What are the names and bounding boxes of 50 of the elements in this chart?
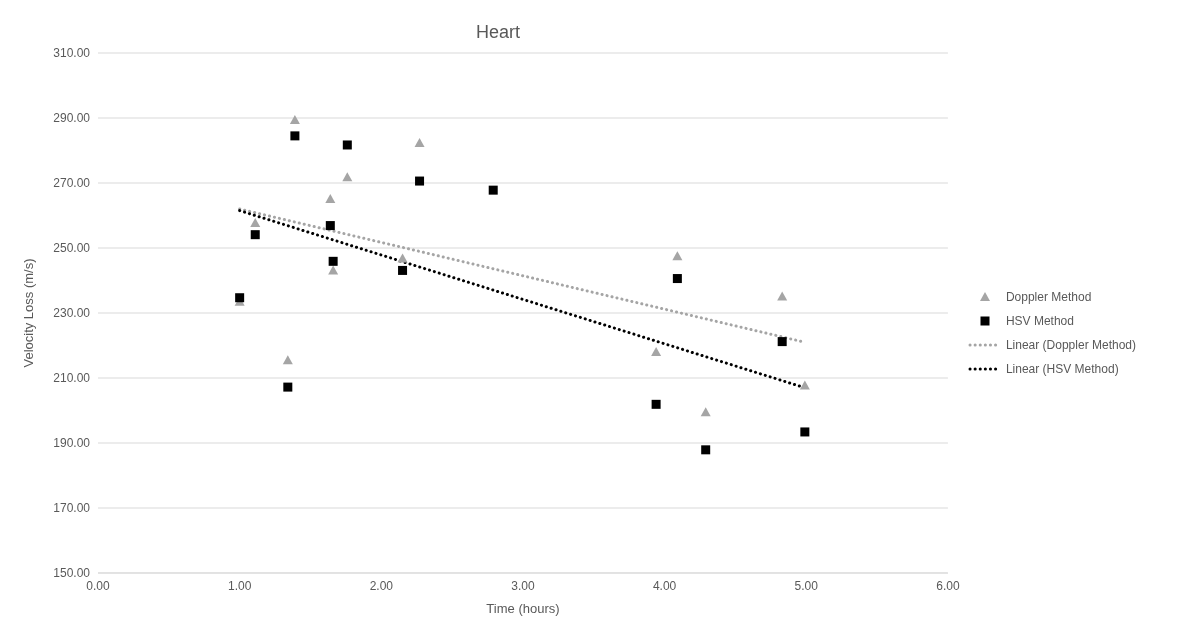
point [289,114,300,124]
point [283,382,293,392]
x-tick-label: 4.00 [652,578,677,593]
point [414,138,425,148]
point [777,291,788,301]
x-axis-title: Time (hours) [486,601,560,616]
point [488,185,498,195]
point [397,253,408,263]
point [799,380,810,390]
x-tick-label: 3.00 [511,578,535,593]
point [342,140,352,150]
x-tick-label: 2.00 [369,578,394,593]
x-tick-label: 1.00 [227,578,252,593]
legend-label: Doppler Method [1005,290,1092,304]
point [800,427,810,437]
point [290,131,300,141]
y-tick-label: 270.00 [53,176,91,191]
point [328,256,338,266]
x-tick-label: 0.00 [86,578,110,593]
y-tick-label: 210.00 [53,371,91,386]
y-tick-label: 290.00 [53,111,91,126]
point [700,407,711,417]
point [325,221,335,231]
legend-label: Linear (Doppler Method) [1005,338,1136,352]
chart-title: Heart [475,21,521,43]
legend-label: Linear (HSV Method) [1005,362,1119,376]
point [398,265,408,275]
point [672,274,682,284]
x-tick-label: 5.00 [794,578,819,593]
point [328,265,339,275]
point [701,445,711,455]
x-tick-label: 6.00 [936,578,960,593]
legend-label: HSV Method [1005,314,1074,328]
y-tick-label: 190.00 [53,436,91,451]
point [250,230,260,240]
point [342,172,353,182]
point [651,399,661,409]
point [777,337,787,347]
point [250,217,261,227]
y-tick-label: 170.00 [53,501,91,516]
point [325,193,336,203]
y-tick-label: 230.00 [53,306,91,321]
y-tick-label: 150.00 [53,566,91,581]
point [651,347,662,356]
point [282,355,293,365]
y-axis-title: Velocity Loss (m/s) [20,258,36,368]
y-tick-label: 250.00 [53,241,91,256]
point [672,251,683,261]
point [415,176,425,186]
y-tick-label: 310.00 [53,46,91,61]
